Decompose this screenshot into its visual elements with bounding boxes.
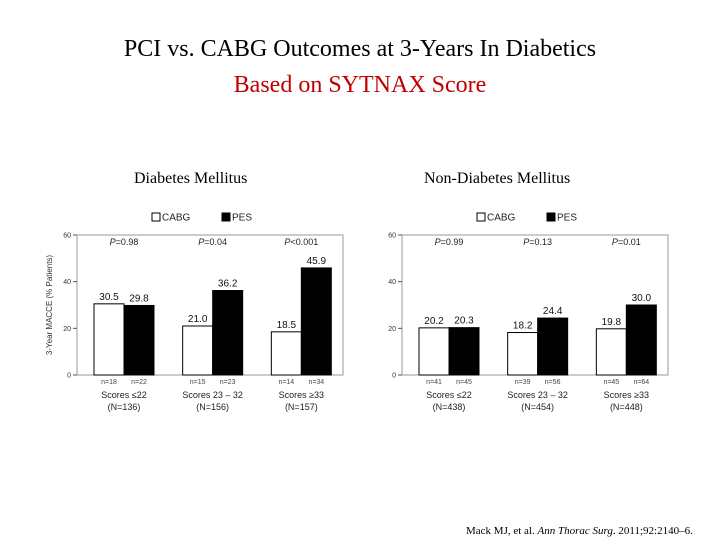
category-n-label: (N=454) (521, 402, 554, 412)
bar-cabg (507, 332, 539, 376)
y-tick-label: 0 (392, 373, 396, 380)
bar-cabg (595, 328, 627, 376)
bar-value-label: 18.2 (513, 321, 533, 332)
legend-swatch-pes (546, 212, 556, 222)
bar-value-label: 20.3 (454, 316, 474, 327)
bar-cabg (182, 325, 214, 376)
chart-non-diabetes: 0 20 40 60 CABG PES P=0.99 20.2 n=41 20.3 n=45 Scor… (388, 212, 669, 412)
bar-value-label: 20.2 (424, 316, 444, 327)
y-tick-label: 40 (63, 279, 71, 286)
p-value-label: P=0.98 (110, 237, 139, 247)
bar-value-label: 19.8 (602, 317, 622, 328)
bar-cabg (418, 327, 450, 376)
y-tick-label: 0 (67, 373, 71, 380)
category-n-label: (N=136) (108, 402, 141, 412)
citation-journal: Ann Thorac Surg (537, 525, 613, 537)
bar-pes (212, 290, 244, 376)
category-n-label: (N=438) (433, 402, 466, 412)
category-label: Scores 23 – 32 (182, 390, 243, 400)
legend-label-cabg: CABG (487, 213, 516, 224)
legend-swatch-cabg (476, 212, 486, 222)
chart-diabetes: 0 20 40 60 3-Year MACCE (% Patients) CABG PES P… (45, 212, 344, 412)
bar-n-label: n=18 (101, 379, 117, 386)
bar-value-label: 30.5 (99, 292, 119, 303)
bar-pes (537, 317, 569, 376)
bar-value-label: 24.4 (543, 306, 563, 317)
bar-cabg (270, 331, 302, 376)
legend-swatch-pes (221, 212, 231, 222)
y-tick-label: 20 (388, 326, 396, 333)
bar-n-label: n=45 (456, 379, 472, 386)
category-label: Scores ≥33 (604, 390, 649, 400)
bar-n-label: n=15 (190, 379, 206, 386)
bar-n-label: n=34 (308, 379, 324, 386)
bar-pes (123, 304, 155, 376)
legend-swatch-cabg (151, 212, 161, 222)
bar-pes (625, 304, 657, 376)
citation-authors: Mack MJ, et al. (466, 525, 538, 537)
category-label: Scores ≤22 (101, 390, 146, 400)
y-tick-label: 60 (388, 233, 396, 240)
bar-n-label: n=56 (545, 379, 561, 386)
p-value-label: P<0.001 (284, 237, 318, 247)
slide-title: PCI vs. CABG Outcomes at 3-Years In Diab… (123, 36, 597, 62)
slide-subtitle: Based on SYTNAX Score (233, 72, 487, 98)
p-value-label: P=0.99 (435, 237, 464, 247)
bar-pes (448, 327, 480, 376)
bar-value-label: 29.8 (129, 293, 149, 304)
bar-n-label: n=14 (278, 379, 294, 386)
bar-n-label: n=64 (633, 379, 649, 386)
category-n-label: (N=157) (285, 402, 318, 412)
bar-value-label: 21.0 (188, 314, 208, 325)
bar-value-label: 30.0 (632, 293, 652, 304)
bar-n-label: n=39 (515, 379, 531, 386)
bar-n-label: n=45 (603, 379, 619, 386)
bar-value-label: 36.2 (218, 279, 238, 290)
legend-label-cabg: CABG (162, 213, 191, 224)
category-n-label: (N=156) (196, 402, 229, 412)
citation: Mack MJ, et al. Ann Thorac Surg. 2011;92… (466, 525, 693, 537)
bar-cabg (93, 303, 125, 376)
bar-value-label: 18.5 (277, 320, 297, 331)
panel-title-diabetes: Diabetes Mellitus (134, 170, 248, 187)
p-value-label: P=0.04 (198, 237, 227, 247)
category-label: Scores 23 – 32 (507, 390, 568, 400)
y-tick-label: 60 (63, 233, 71, 240)
bar-value-label: 45.9 (307, 256, 327, 267)
p-value-label: P=0.13 (523, 237, 552, 247)
bar-pes (300, 267, 332, 376)
category-label: Scores ≥33 (279, 390, 324, 400)
bar-n-label: n=23 (220, 379, 236, 386)
y-axis-label: 3-Year MACCE (% Patients) (45, 255, 54, 356)
y-tick-label: 40 (388, 279, 396, 286)
panel-title-non-diabetes: Non-Diabetes Mellitus (424, 170, 571, 187)
category-n-label: (N=448) (610, 402, 643, 412)
bar-n-label: n=22 (131, 379, 147, 386)
citation-details: . 2011;92:2140–6. (612, 525, 693, 537)
legend-label-pes: PES (557, 213, 577, 224)
category-label: Scores ≤22 (426, 390, 471, 400)
legend-label-pes: PES (232, 213, 252, 224)
y-tick-label: 20 (63, 326, 71, 333)
p-value-label: P=0.01 (612, 237, 641, 247)
bar-n-label: n=41 (426, 379, 442, 386)
